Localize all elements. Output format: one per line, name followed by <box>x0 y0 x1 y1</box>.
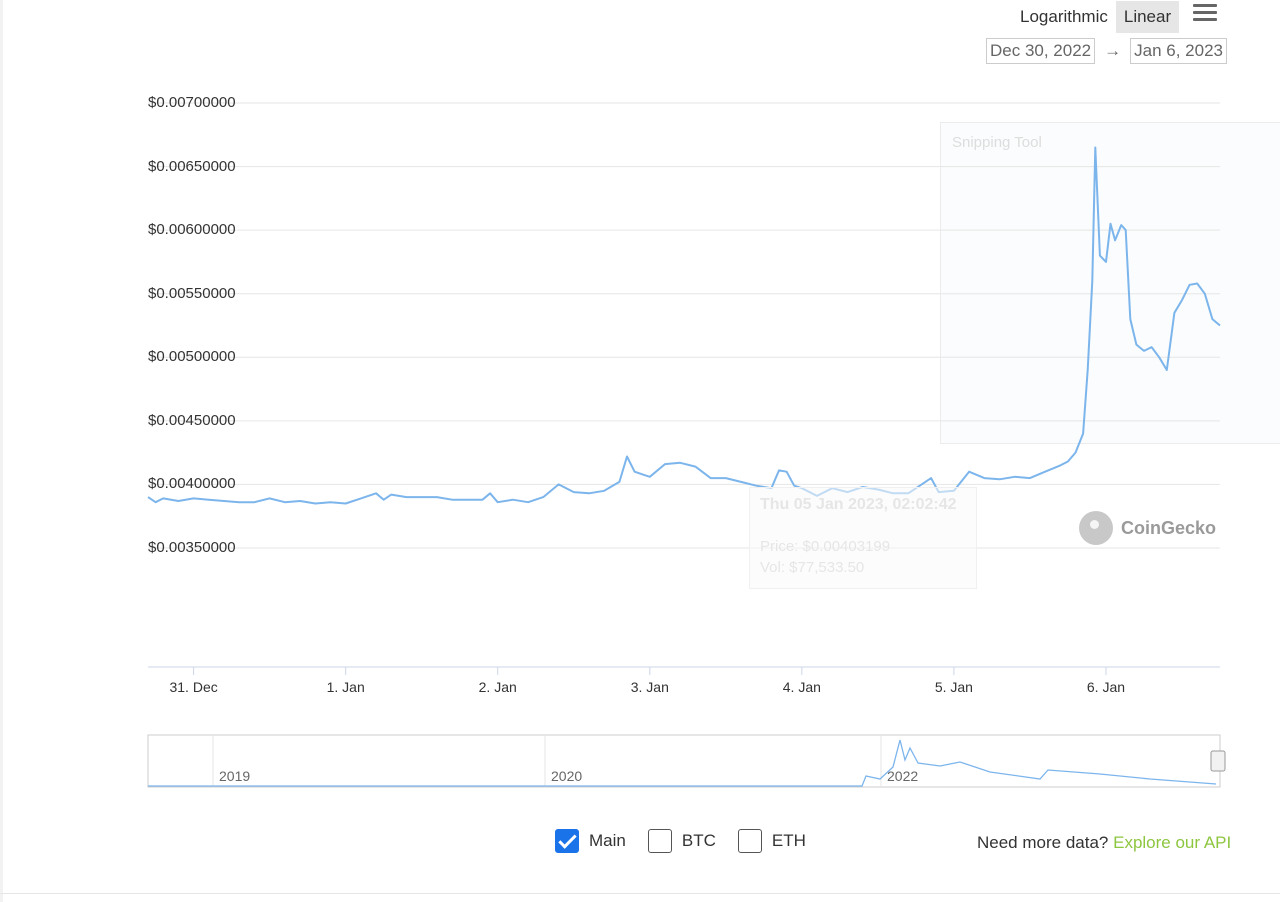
y-tick-label: $0.00450000 <box>148 411 236 429</box>
x-tick-label: 31. Dec <box>169 679 218 695</box>
checkbox-checked-icon[interactable] <box>555 829 579 853</box>
arrow-icon: → <box>1104 41 1122 60</box>
api-prompt: Need more data? Explore our API <box>977 833 1231 853</box>
checkbox-icon[interactable] <box>647 829 672 853</box>
api-prompt-text: Need more data? <box>977 833 1109 852</box>
logarithmic-button[interactable]: Logarithmic <box>1020 7 1108 26</box>
navigator-label: 2020 <box>551 768 583 784</box>
x-tick-label: 6. Jan <box>1086 679 1126 695</box>
navigator-frame <box>147 734 1221 788</box>
y-tick-label: $0.00500000 <box>148 348 236 366</box>
y-tick-label: $0.00550000 <box>148 284 236 302</box>
left-border <box>0 0 3 902</box>
ghost-window-title: Snipping Tool <box>952 134 1042 151</box>
y-tick-label: $0.00600000 <box>148 221 236 239</box>
x-tick-label: 3. Jan <box>630 679 669 695</box>
y-tick-label: $0.00650000 <box>148 157 236 175</box>
ghost-overlay-window <box>940 122 1280 444</box>
tooltip-date: Thu 05 Jan 2023, 02:02:42 <box>760 496 957 513</box>
navigator-label: 2019 <box>219 768 251 784</box>
date-to-input[interactable]: Jan 6, 2023 <box>1130 38 1227 64</box>
tooltip-volume: Vol: $77,533.50 <box>760 559 865 576</box>
legend-item-eth[interactable]: ETH <box>737 829 806 853</box>
x-tick-label: 2. Jan <box>478 679 517 695</box>
x-tick-label: 4. Jan <box>782 679 821 695</box>
price-line-series <box>147 146 1221 505</box>
date-range: Dec 30, 2022 → Jan 6, 2023 <box>986 38 1227 64</box>
navigator-handle <box>1210 750 1226 772</box>
checkbox-icon[interactable] <box>737 829 762 853</box>
legend-label: BTC <box>681 831 716 850</box>
watermark-text: CoinGecko <box>1121 517 1217 538</box>
explore-api-link[interactable]: Explore our API <box>1113 833 1232 852</box>
series-legend: Main BTC ETH <box>555 829 828 853</box>
coingecko-watermark: CoinGecko <box>1079 511 1216 545</box>
navigator-label: 2022 <box>887 768 919 784</box>
linear-button[interactable]: Linear <box>1115 1 1180 33</box>
date-from-input[interactable]: Dec 30, 2022 <box>986 38 1096 64</box>
tooltip-price: Price: $0.00403199 <box>760 538 891 555</box>
scale-toggle: Logarithmic Linear <box>1012 0 1180 34</box>
y-tick-label: $0.00700000 <box>148 94 236 111</box>
legend-item-btc[interactable]: BTC <box>647 829 716 853</box>
x-tick-label: 1. Jan <box>326 679 365 695</box>
legend-label: ETH <box>771 831 806 850</box>
navigator-series <box>148 739 1217 787</box>
x-tick-label: 5. Jan <box>934 679 973 695</box>
bottom-border <box>0 893 1280 894</box>
legend-label: Main <box>589 831 626 850</box>
ghost-tooltip: Thu 05 Jan 2023, 02:02:42 Price: $0.0040… <box>749 487 977 589</box>
hamburger-menu-icon[interactable] <box>1193 4 1217 24</box>
legend-item-main[interactable]: Main <box>555 829 626 853</box>
y-tick-label: $0.00400000 <box>148 475 236 493</box>
y-tick-label: $0.00350000 <box>148 539 236 556</box>
gecko-icon <box>1079 511 1113 545</box>
